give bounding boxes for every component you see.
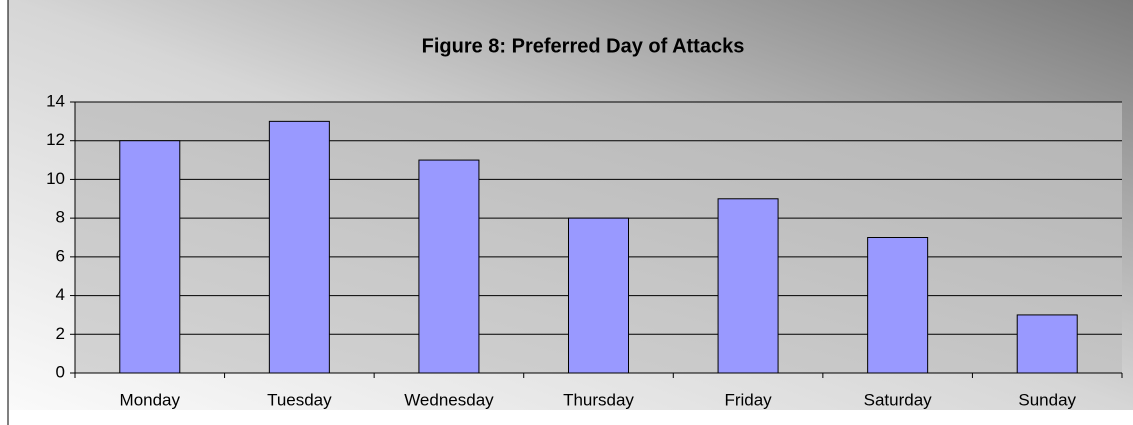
- bar: [418, 159, 480, 374]
- bar: [1016, 314, 1078, 374]
- x-tick-label: Monday: [120, 390, 181, 409]
- y-tick-label: 8: [56, 208, 65, 227]
- x-tick-label: Tuesday: [267, 390, 332, 409]
- y-tick-label: 14: [46, 91, 65, 110]
- y-tick-label: 6: [56, 246, 65, 265]
- bar: [568, 217, 629, 374]
- x-tick-label: Wednesday: [404, 390, 494, 409]
- bar: [119, 140, 181, 374]
- x-tick-label: Thursday: [563, 390, 634, 409]
- bar: [717, 198, 779, 374]
- bar: [867, 237, 929, 374]
- y-tick-label: 10: [46, 169, 65, 188]
- x-tick-label: Saturday: [864, 390, 933, 409]
- chart-title: Figure 8: Preferred Day of Attacks: [422, 35, 745, 57]
- y-tick-label: 0: [56, 362, 65, 381]
- x-tick-label: Friday: [724, 390, 772, 409]
- y-tick-label: 12: [46, 130, 65, 149]
- y-tick-label: 4: [56, 285, 65, 304]
- bar: [268, 120, 330, 374]
- x-tick-label: Sunday: [1018, 390, 1076, 409]
- y-tick-label: 2: [56, 324, 65, 343]
